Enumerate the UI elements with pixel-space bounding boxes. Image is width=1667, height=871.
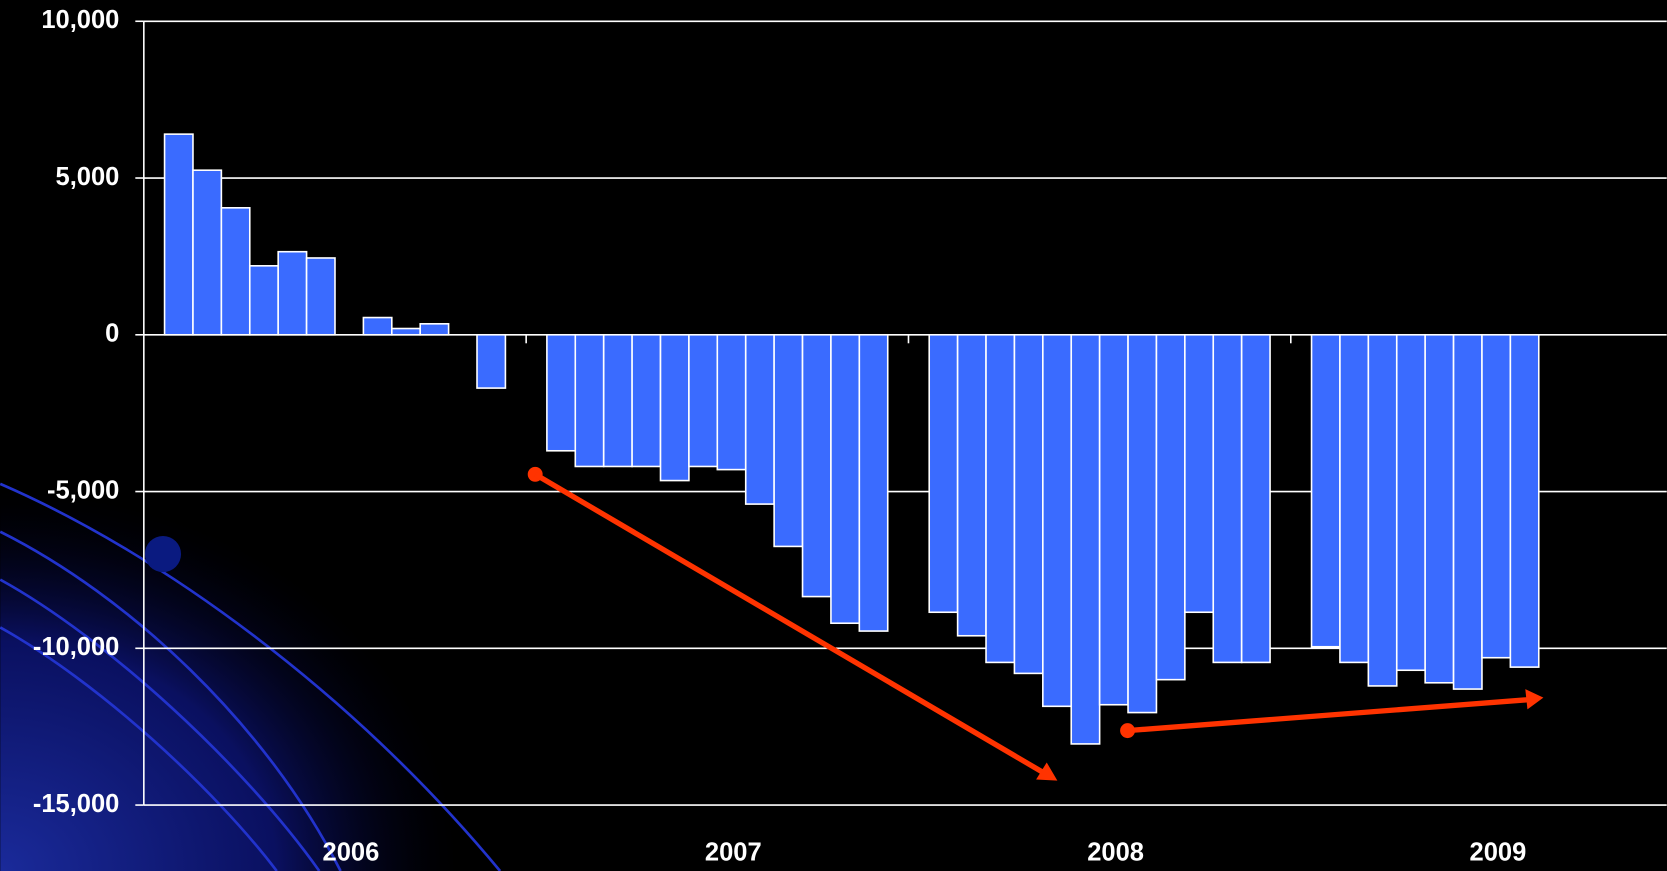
bar	[221, 208, 249, 335]
bar	[1312, 335, 1340, 647]
chart: 10,000 5,000 0 -5,000 -10,000 -15,000 2006 2007…	[0, 0, 1667, 871]
bar	[1425, 335, 1453, 683]
bar	[1014, 335, 1042, 674]
bar	[477, 335, 505, 388]
bar	[1242, 335, 1270, 663]
bar	[392, 329, 420, 335]
bar	[774, 335, 802, 547]
bar	[604, 335, 632, 467]
bar	[958, 335, 986, 636]
bar	[278, 252, 306, 335]
bar	[165, 134, 193, 335]
bar	[1368, 335, 1396, 686]
bar	[831, 335, 859, 623]
x-tick-label: 2008	[1087, 839, 1144, 867]
bar	[363, 318, 391, 335]
bar	[420, 324, 448, 335]
bar	[1071, 335, 1099, 744]
y-tick-label: 5,000	[56, 163, 120, 191]
bar	[575, 335, 603, 467]
page: {"chart_data": {"type": "bar", "color": …	[0, 0, 1667, 871]
y-tick-label: -10,000	[33, 633, 120, 661]
bar	[859, 335, 887, 631]
trend-arrow	[1120, 689, 1543, 738]
bar	[1454, 335, 1482, 689]
y-tick-label: 0	[105, 320, 119, 348]
bar	[1397, 335, 1425, 670]
bar	[1213, 335, 1241, 663]
bar	[1128, 335, 1156, 713]
bar	[746, 335, 774, 504]
x-tick-label: 2007	[705, 839, 762, 867]
bar	[717, 335, 745, 470]
bar	[1156, 335, 1184, 680]
bar	[689, 335, 717, 467]
bar	[1510, 335, 1538, 667]
bar	[632, 335, 660, 467]
bar	[1185, 335, 1213, 612]
bar	[547, 335, 575, 451]
x-tick-label: 2009	[1470, 839, 1527, 867]
bar	[193, 170, 221, 335]
x-tick-label: 2006	[323, 839, 380, 867]
y-tick-label: -15,000	[33, 790, 120, 818]
bar	[1340, 335, 1368, 663]
y-tick-label: -5,000	[47, 476, 119, 504]
bar	[307, 258, 335, 335]
bar	[986, 335, 1014, 663]
bar	[661, 335, 689, 481]
bar	[1482, 335, 1510, 658]
bar	[929, 335, 957, 612]
bar	[1100, 335, 1128, 705]
bar	[250, 266, 278, 335]
y-tick-label: 10,000	[41, 6, 119, 34]
bar	[803, 335, 831, 597]
bar	[1043, 335, 1071, 707]
background-dot	[145, 536, 181, 572]
